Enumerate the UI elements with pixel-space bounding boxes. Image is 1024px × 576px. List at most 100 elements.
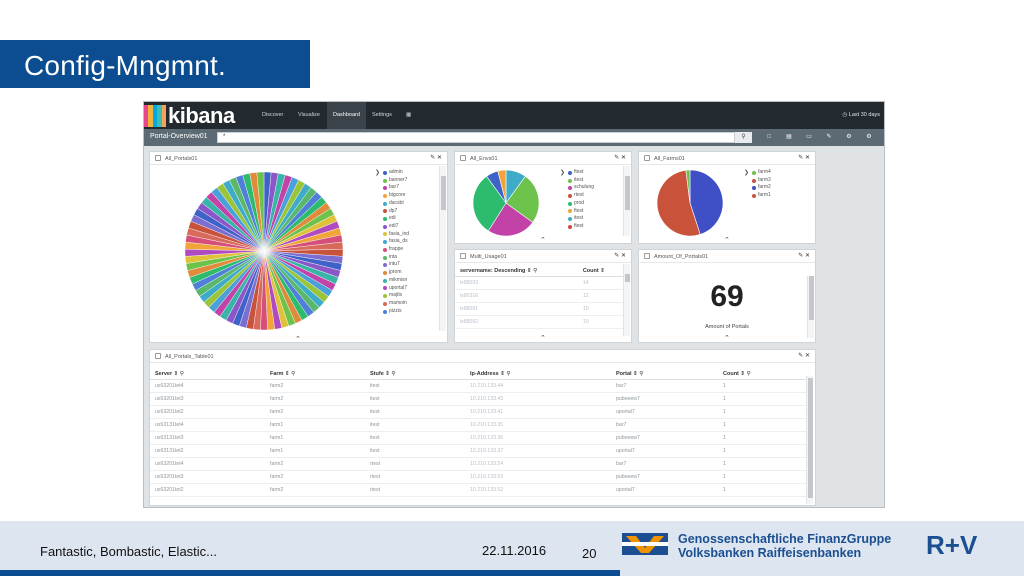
column-header[interactable]: Farm ⇕ ⚲ xyxy=(265,369,365,380)
legend-item[interactable]: frappe xyxy=(383,246,409,254)
legend-item[interactable]: fasia_ds xyxy=(383,238,409,246)
legend-item[interactable]: ftest xyxy=(568,223,594,231)
metric-icon xyxy=(644,253,650,259)
table-scrollbar[interactable] xyxy=(806,376,813,504)
pie-slice[interactable] xyxy=(256,171,265,252)
column-header[interactable]: Count ⇕ ⚲ xyxy=(718,369,806,380)
legend-item[interactable]: bar7 xyxy=(383,184,409,192)
share-icon[interactable]: ✎ xyxy=(826,134,832,140)
pie-slice[interactable] xyxy=(487,202,534,236)
legend-item[interactable]: bigcore xyxy=(383,192,409,200)
edit-icon[interactable]: ✎ xyxy=(430,155,436,161)
pie-slice[interactable] xyxy=(473,175,507,232)
column-header[interactable]: Stufe ⇕ ⚲ xyxy=(365,369,465,380)
scrollbar-thumb[interactable] xyxy=(625,176,630,210)
legend-label: fasia_ds xyxy=(389,238,408,245)
column-header[interactable]: Server ⇕ ⚲ xyxy=(150,369,265,380)
close-icon[interactable]: ✕ xyxy=(436,155,442,161)
pie-slice[interactable] xyxy=(497,170,507,204)
search-button[interactable]: ⚲ xyxy=(734,132,752,143)
legend-item[interactable]: mikmisn xyxy=(383,277,409,285)
edit-icon[interactable]: ✎ xyxy=(798,253,804,259)
time-picker[interactable]: ◷ Last 30 days xyxy=(842,102,880,129)
legend-item[interactable]: inta xyxy=(383,254,409,262)
open-icon[interactable]: ▭ xyxy=(806,134,812,140)
close-icon[interactable]: ✕ xyxy=(804,353,810,359)
legend-item[interactable]: farm4 xyxy=(752,169,771,177)
legend-item[interactable]: uportal7 xyxy=(383,285,409,293)
pie-slice[interactable] xyxy=(505,175,539,223)
legend-item[interactable]: farm3 xyxy=(752,177,771,185)
legend-item[interactable]: dacsbt xyxy=(383,200,409,208)
legend-item[interactable]: itest xyxy=(568,177,594,185)
legend-toggle-arrow[interactable]: ❯ xyxy=(744,170,750,176)
scrollbar-thumb[interactable] xyxy=(808,378,813,498)
tab-dashboard[interactable]: Dashboard xyxy=(327,102,366,129)
chevron-up-icon[interactable]: ⌃ xyxy=(540,237,546,244)
legend-item[interactable]: ftest xyxy=(568,169,594,177)
legend-item[interactable]: ftest xyxy=(568,208,594,216)
legend-item[interactable]: admin xyxy=(383,169,409,177)
legend-item[interactable]: farm1 xyxy=(752,192,771,200)
edit-icon[interactable]: ✎ xyxy=(798,353,804,359)
legend-scrollbar[interactable] xyxy=(623,166,630,236)
legend-item[interactable]: intu7 xyxy=(383,261,409,269)
legend-item[interactable]: prod xyxy=(568,200,594,208)
column-header[interactable]: Ip-Address ⇕ ⚲ xyxy=(465,369,611,380)
pie-slice[interactable] xyxy=(657,170,701,236)
chevron-up-icon[interactable]: ⌃ xyxy=(724,335,730,342)
new-dashboard-icon[interactable]: □ xyxy=(767,134,771,140)
close-icon[interactable]: ✕ xyxy=(804,155,810,161)
time-range-label: Last 30 days xyxy=(848,112,880,118)
legend-item[interactable]: fasia_ind xyxy=(383,231,409,239)
column-header[interactable]: Count ⇕ xyxy=(577,266,623,277)
scrollbar-thumb[interactable] xyxy=(441,176,446,210)
edit-icon[interactable]: ✎ xyxy=(614,253,620,259)
table-cell: farm1 xyxy=(265,418,365,432)
chevron-up-icon[interactable]: ⌃ xyxy=(540,335,546,342)
close-icon[interactable]: ✕ xyxy=(620,253,626,259)
chevron-up-icon[interactable]: ⌃ xyxy=(724,237,730,244)
legend-item[interactable]: itest xyxy=(568,215,594,223)
legend-scrollbar[interactable] xyxy=(439,166,446,331)
tab-more-icon[interactable]: ▦ xyxy=(406,112,412,118)
tab-settings[interactable]: Settings xyxy=(372,112,392,118)
legend-item[interactable]: edi xyxy=(383,215,409,223)
pie-slice[interactable] xyxy=(689,170,723,235)
column-header[interactable]: Portal ⇕ ⚲ xyxy=(611,369,718,380)
legend-item[interactable]: pizzis xyxy=(383,308,409,316)
pie-slice[interactable] xyxy=(685,170,691,204)
slide-title: Config-Mngmnt. xyxy=(24,50,226,81)
save-icon[interactable]: ▤ xyxy=(786,134,792,140)
legend-item[interactable]: banner7 xyxy=(383,177,409,185)
add-visualization-icon[interactable]: ⚙ xyxy=(846,134,852,140)
close-icon[interactable]: ✕ xyxy=(620,155,626,161)
legend-item[interactable]: dp7 xyxy=(383,208,409,216)
table-cell: farm2 xyxy=(265,457,365,471)
legend-item[interactable]: schulung xyxy=(568,184,594,192)
table-row: ux63131tet4 farm1 itest 10.210.133.35 bar7 1 xyxy=(150,418,806,432)
legend-toggle-arrow[interactable]: ❯ xyxy=(375,170,381,176)
legend-item[interactable]: jprom xyxy=(383,269,409,277)
edit-icon[interactable]: ✎ xyxy=(798,155,804,161)
chevron-up-icon[interactable]: ⌃ xyxy=(295,336,301,343)
legend-item[interactable]: majtis xyxy=(383,292,409,300)
panel-title: All_Portals_Table01 xyxy=(165,354,214,360)
edit-icon[interactable]: ✎ xyxy=(614,155,620,161)
tab-discover[interactable]: Discover xyxy=(262,112,284,118)
close-icon[interactable]: ✕ xyxy=(804,253,810,259)
column-header[interactable]: servername: Descending ⇕ ⚲ xyxy=(455,266,578,277)
metric-scrollbar[interactable] xyxy=(807,276,814,338)
tab-visualize[interactable]: Visualize xyxy=(298,112,320,118)
scrollbar-thumb[interactable] xyxy=(625,274,630,282)
legend-toggle-arrow[interactable]: ❯ xyxy=(560,170,566,176)
legend-item[interactable]: rtest xyxy=(568,192,594,200)
scrollbar-thumb[interactable] xyxy=(809,276,814,320)
settings-icon[interactable]: ⚙ xyxy=(866,134,872,140)
table-cell: farm2 xyxy=(265,470,365,484)
legend-item[interactable]: edi7 xyxy=(383,223,409,231)
legend-item[interactable]: farm2 xyxy=(752,184,771,192)
search-input[interactable]: * xyxy=(217,132,742,143)
legend-item[interactable]: mamoin xyxy=(383,300,409,308)
table-scrollbar[interactable] xyxy=(623,264,630,336)
